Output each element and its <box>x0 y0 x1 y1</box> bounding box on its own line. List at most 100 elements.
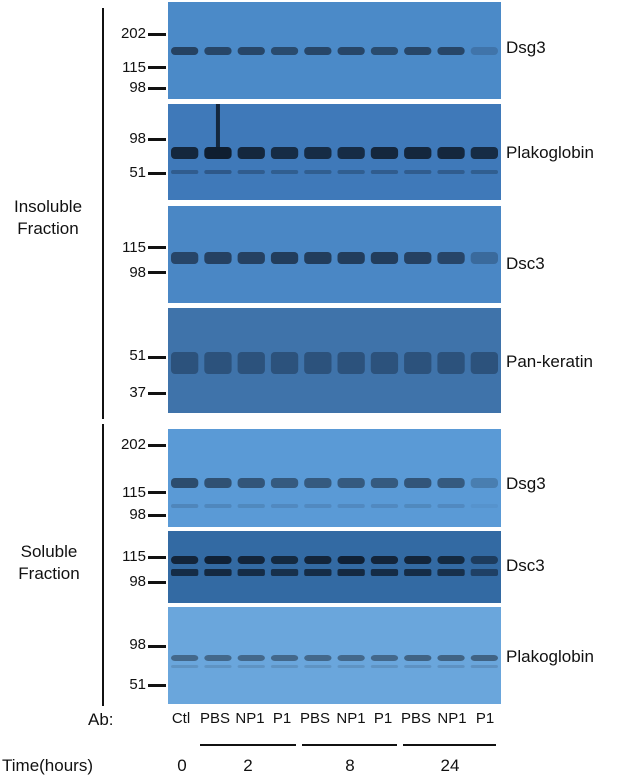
mw-marker: 51 <box>129 347 146 364</box>
blot-band <box>337 147 365 159</box>
blot-band <box>204 655 232 661</box>
lane-label: P1 <box>272 710 292 727</box>
blot-band <box>237 47 265 55</box>
blot-band <box>237 352 265 374</box>
blot-band <box>304 655 332 661</box>
lane-label: NP1 <box>437 710 467 727</box>
antibody-label-plakoglobin: Plakoglobin <box>506 647 594 666</box>
mw-tick <box>148 491 166 494</box>
blot-band-secondary <box>337 504 365 508</box>
blot-band <box>404 252 432 264</box>
blot-band-secondary <box>404 170 432 174</box>
blot-band-secondary <box>370 569 399 576</box>
time-group-rule <box>302 744 397 746</box>
blot-image <box>168 531 501 603</box>
mw-marker: 98 <box>129 79 146 96</box>
blot-band <box>437 556 465 564</box>
blot-band <box>270 352 299 374</box>
time-value: 24 <box>440 756 460 775</box>
blot-band <box>437 47 465 55</box>
mw-marker: 37 <box>129 384 146 401</box>
blot-band-secondary <box>171 170 199 174</box>
mw-marker: 115 <box>122 239 146 256</box>
blot-band-secondary <box>270 504 299 508</box>
mw-marker: 98 <box>129 506 146 523</box>
blot-image <box>168 308 501 413</box>
blot-band <box>204 478 232 488</box>
blot-band <box>370 478 399 488</box>
blot-band <box>270 655 299 661</box>
blot-band <box>304 556 332 564</box>
blot-band <box>237 556 265 564</box>
mw-tick <box>148 66 166 69</box>
blot-band <box>171 47 199 55</box>
antibody-label-dsc3: Dsc3 <box>506 254 545 273</box>
blot-band <box>437 655 465 661</box>
lane-label: NP1 <box>235 710 265 727</box>
mw-tick <box>148 556 166 559</box>
blot-image <box>168 607 501 704</box>
blot-band-secondary <box>204 569 232 576</box>
blot-band-secondary <box>237 170 265 174</box>
blot-band-secondary <box>337 170 365 174</box>
blot-band-secondary <box>470 665 498 668</box>
blot-band <box>237 655 265 661</box>
blot-panel-plakoglobin-insoluble <box>168 104 501 200</box>
blot-band-secondary <box>437 569 465 576</box>
blot-band <box>437 147 465 159</box>
blot-band <box>204 352 232 374</box>
time-group-rule <box>200 744 296 746</box>
lane-label: P1 <box>475 710 495 727</box>
mw-marker: 202 <box>120 436 146 453</box>
blot-band-secondary <box>270 170 299 174</box>
blot-band <box>404 556 432 564</box>
antibody-label-dsg3: Dsg3 <box>506 38 546 57</box>
mw-marker: 51 <box>129 164 146 181</box>
soluble-bracket <box>102 424 104 706</box>
lane-label: PBS <box>299 710 330 727</box>
blot-band-secondary <box>171 504 199 508</box>
blot-band <box>470 47 498 55</box>
blot-band-secondary <box>304 504 332 508</box>
blot-band-secondary <box>470 504 498 508</box>
mw-marker: 202 <box>120 25 146 42</box>
mw-marker: 115 <box>122 548 146 565</box>
blot-band <box>437 478 465 488</box>
blot-band-secondary <box>237 569 265 576</box>
blot-band-secondary <box>370 170 399 174</box>
mw-marker: 115 <box>122 59 146 76</box>
lane-label: Ctl <box>171 710 191 727</box>
blot-panel-pankeratin-insoluble <box>168 308 501 413</box>
time-value: 8 <box>345 756 355 775</box>
blot-band <box>404 655 432 661</box>
blot-band <box>304 147 332 159</box>
blot-band-secondary <box>404 504 432 508</box>
blot-band-secondary <box>204 665 232 668</box>
blot-band-secondary <box>437 170 465 174</box>
antibody-label-dsc3: Dsc3 <box>506 556 545 575</box>
blot-band <box>204 47 232 55</box>
blot-image <box>168 2 501 99</box>
blot-band <box>237 252 265 264</box>
blot-panel-plakoglobin-soluble <box>168 607 501 704</box>
antibody-label-pankeratin: Pan-keratin <box>506 352 593 371</box>
blot-band <box>337 352 365 374</box>
blot-band-secondary <box>237 665 265 668</box>
blot-panel-dsc3-soluble <box>168 531 501 603</box>
blot-band <box>270 47 299 55</box>
blot-band <box>171 655 199 661</box>
blot-band <box>337 47 365 55</box>
mw-tick <box>148 138 166 141</box>
insoluble-fraction-label: Insoluble Fraction <box>13 197 83 238</box>
mw-marker: 115 <box>122 484 146 501</box>
blot-band <box>270 556 299 564</box>
blot-band <box>270 252 299 264</box>
blot-artifact-streak <box>215 104 220 153</box>
blot-band-secondary <box>337 569 365 576</box>
blot-band <box>470 252 498 264</box>
blot-band-secondary <box>370 665 399 668</box>
blot-band <box>404 352 432 374</box>
blot-band <box>171 478 199 488</box>
soluble-fraction-label: Soluble Fraction <box>18 542 80 583</box>
blot-band <box>304 352 332 374</box>
